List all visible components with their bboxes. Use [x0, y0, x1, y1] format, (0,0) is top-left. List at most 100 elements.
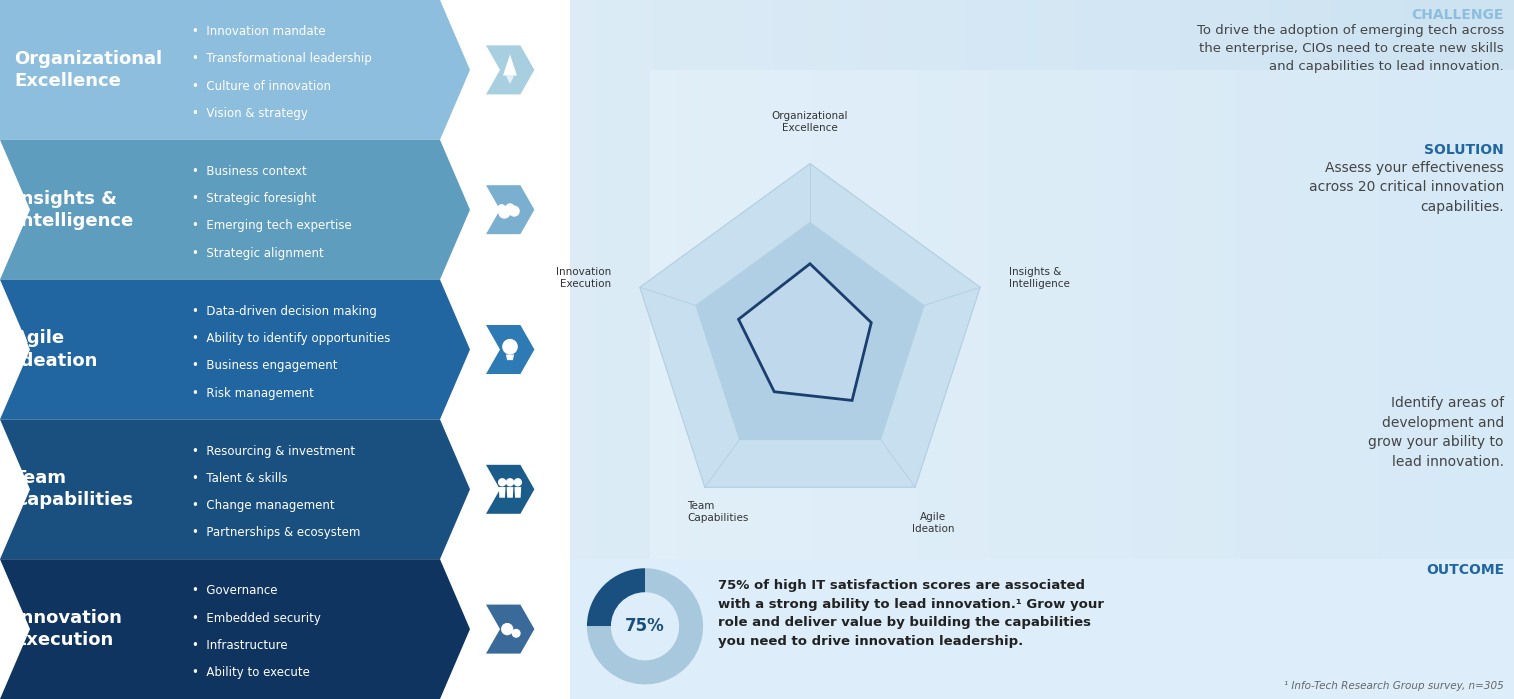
Bar — [678, 0, 681, 559]
Text: •  Risk management: • Risk management — [192, 387, 313, 400]
Bar — [1229, 0, 1234, 559]
Bar — [954, 0, 958, 559]
Text: To drive the adoption of emerging tech across
the enterprise, CIOs need to creat: To drive the adoption of emerging tech a… — [1196, 24, 1503, 73]
Bar — [783, 0, 786, 559]
Bar — [1151, 0, 1154, 559]
Bar — [1458, 0, 1463, 559]
Bar — [786, 0, 790, 559]
Bar — [1046, 0, 1051, 559]
Text: Innovation
Execution: Innovation Execution — [556, 266, 610, 289]
Bar — [710, 0, 715, 559]
Circle shape — [498, 204, 506, 212]
Bar — [1290, 0, 1294, 559]
Bar — [958, 0, 961, 559]
Bar — [771, 0, 774, 559]
Bar — [858, 0, 861, 559]
Bar — [1322, 0, 1326, 559]
Circle shape — [506, 203, 515, 213]
Bar — [818, 0, 822, 559]
Bar — [1407, 0, 1410, 559]
Polygon shape — [696, 222, 924, 440]
Bar — [1358, 0, 1363, 559]
Bar — [1222, 0, 1226, 559]
Bar — [1302, 0, 1307, 559]
Bar — [793, 0, 798, 559]
Polygon shape — [484, 324, 536, 375]
Bar — [634, 0, 637, 559]
Bar — [902, 0, 905, 559]
Bar — [1402, 0, 1407, 559]
Bar — [1126, 0, 1129, 559]
Bar — [722, 0, 727, 559]
Bar — [766, 0, 771, 559]
Bar — [949, 0, 954, 559]
Bar — [1319, 0, 1322, 559]
Bar — [1026, 0, 1030, 559]
Bar — [1466, 0, 1470, 559]
Bar — [610, 0, 615, 559]
Bar — [1314, 0, 1319, 559]
Bar — [1273, 0, 1278, 559]
Bar — [1338, 0, 1341, 559]
Bar — [1086, 0, 1090, 559]
Bar — [970, 0, 974, 559]
Bar — [666, 0, 671, 559]
Bar — [1158, 0, 1163, 559]
Text: •  Talent & skills: • Talent & skills — [192, 472, 288, 485]
Bar — [905, 0, 910, 559]
Bar — [746, 0, 749, 559]
Circle shape — [498, 206, 510, 219]
Bar — [774, 0, 778, 559]
Bar — [914, 0, 917, 559]
Polygon shape — [506, 354, 515, 360]
Bar — [1307, 0, 1310, 559]
Bar — [871, 0, 874, 559]
Bar — [598, 0, 603, 559]
Text: Organizational
Excellence: Organizational Excellence — [14, 50, 162, 90]
Polygon shape — [484, 45, 536, 95]
Bar — [569, 0, 574, 559]
Bar — [1254, 0, 1258, 559]
Bar — [849, 0, 854, 559]
Bar — [737, 0, 742, 559]
Polygon shape — [484, 185, 536, 235]
Bar — [815, 0, 818, 559]
Bar — [917, 0, 922, 559]
Bar — [974, 0, 978, 559]
Bar — [805, 0, 810, 559]
Bar — [706, 0, 710, 559]
Bar — [1095, 0, 1098, 559]
Text: •  Innovation mandate: • Innovation mandate — [192, 25, 326, 38]
Bar — [1390, 0, 1394, 559]
Bar — [1170, 0, 1173, 559]
Bar — [1178, 0, 1182, 559]
Text: •  Data-driven decision making: • Data-driven decision making — [192, 305, 377, 318]
Bar — [581, 0, 586, 559]
Bar — [893, 0, 898, 559]
Bar — [1214, 0, 1217, 559]
Text: •  Transformational leadership: • Transformational leadership — [192, 52, 372, 66]
Bar — [1258, 0, 1263, 559]
Bar — [1146, 0, 1151, 559]
Bar — [1122, 0, 1126, 559]
Bar — [1195, 0, 1198, 559]
Bar — [1073, 0, 1078, 559]
Bar — [1226, 0, 1229, 559]
Text: •  Infrastructure: • Infrastructure — [192, 639, 288, 652]
Bar — [1022, 0, 1026, 559]
Bar — [650, 70, 1514, 559]
Bar — [1070, 0, 1073, 559]
Bar — [1490, 0, 1494, 559]
Bar — [790, 0, 793, 559]
Bar — [1173, 0, 1178, 559]
Polygon shape — [0, 280, 469, 419]
Text: •  Ability to identify opportunities: • Ability to identify opportunities — [192, 332, 391, 345]
Bar — [1117, 0, 1122, 559]
Bar — [1246, 0, 1251, 559]
Bar — [742, 0, 746, 559]
Bar — [1266, 0, 1270, 559]
Bar — [1163, 0, 1166, 559]
Bar — [986, 0, 990, 559]
Bar — [878, 0, 883, 559]
Bar — [625, 0, 630, 559]
